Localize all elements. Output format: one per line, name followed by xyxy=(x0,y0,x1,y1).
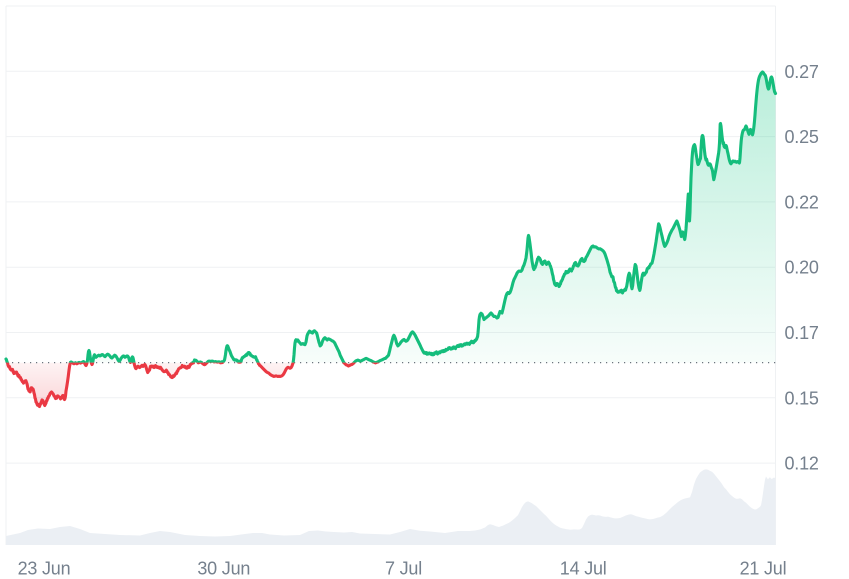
svg-text:0.25: 0.25 xyxy=(785,127,819,147)
svg-text:0.20: 0.20 xyxy=(785,258,819,278)
svg-text:0.17: 0.17 xyxy=(785,323,819,343)
svg-text:21 Jul: 21 Jul xyxy=(740,559,787,579)
svg-text:0.15: 0.15 xyxy=(785,388,819,408)
svg-text:7 Jul: 7 Jul xyxy=(385,559,422,579)
svg-text:14 Jul: 14 Jul xyxy=(560,559,607,579)
svg-text:30 Jun: 30 Jun xyxy=(197,559,250,579)
svg-text:23 Jun: 23 Jun xyxy=(18,559,71,579)
svg-text:0.12: 0.12 xyxy=(785,454,819,474)
svg-text:0.22: 0.22 xyxy=(785,192,819,212)
svg-text:0.27: 0.27 xyxy=(785,62,819,82)
